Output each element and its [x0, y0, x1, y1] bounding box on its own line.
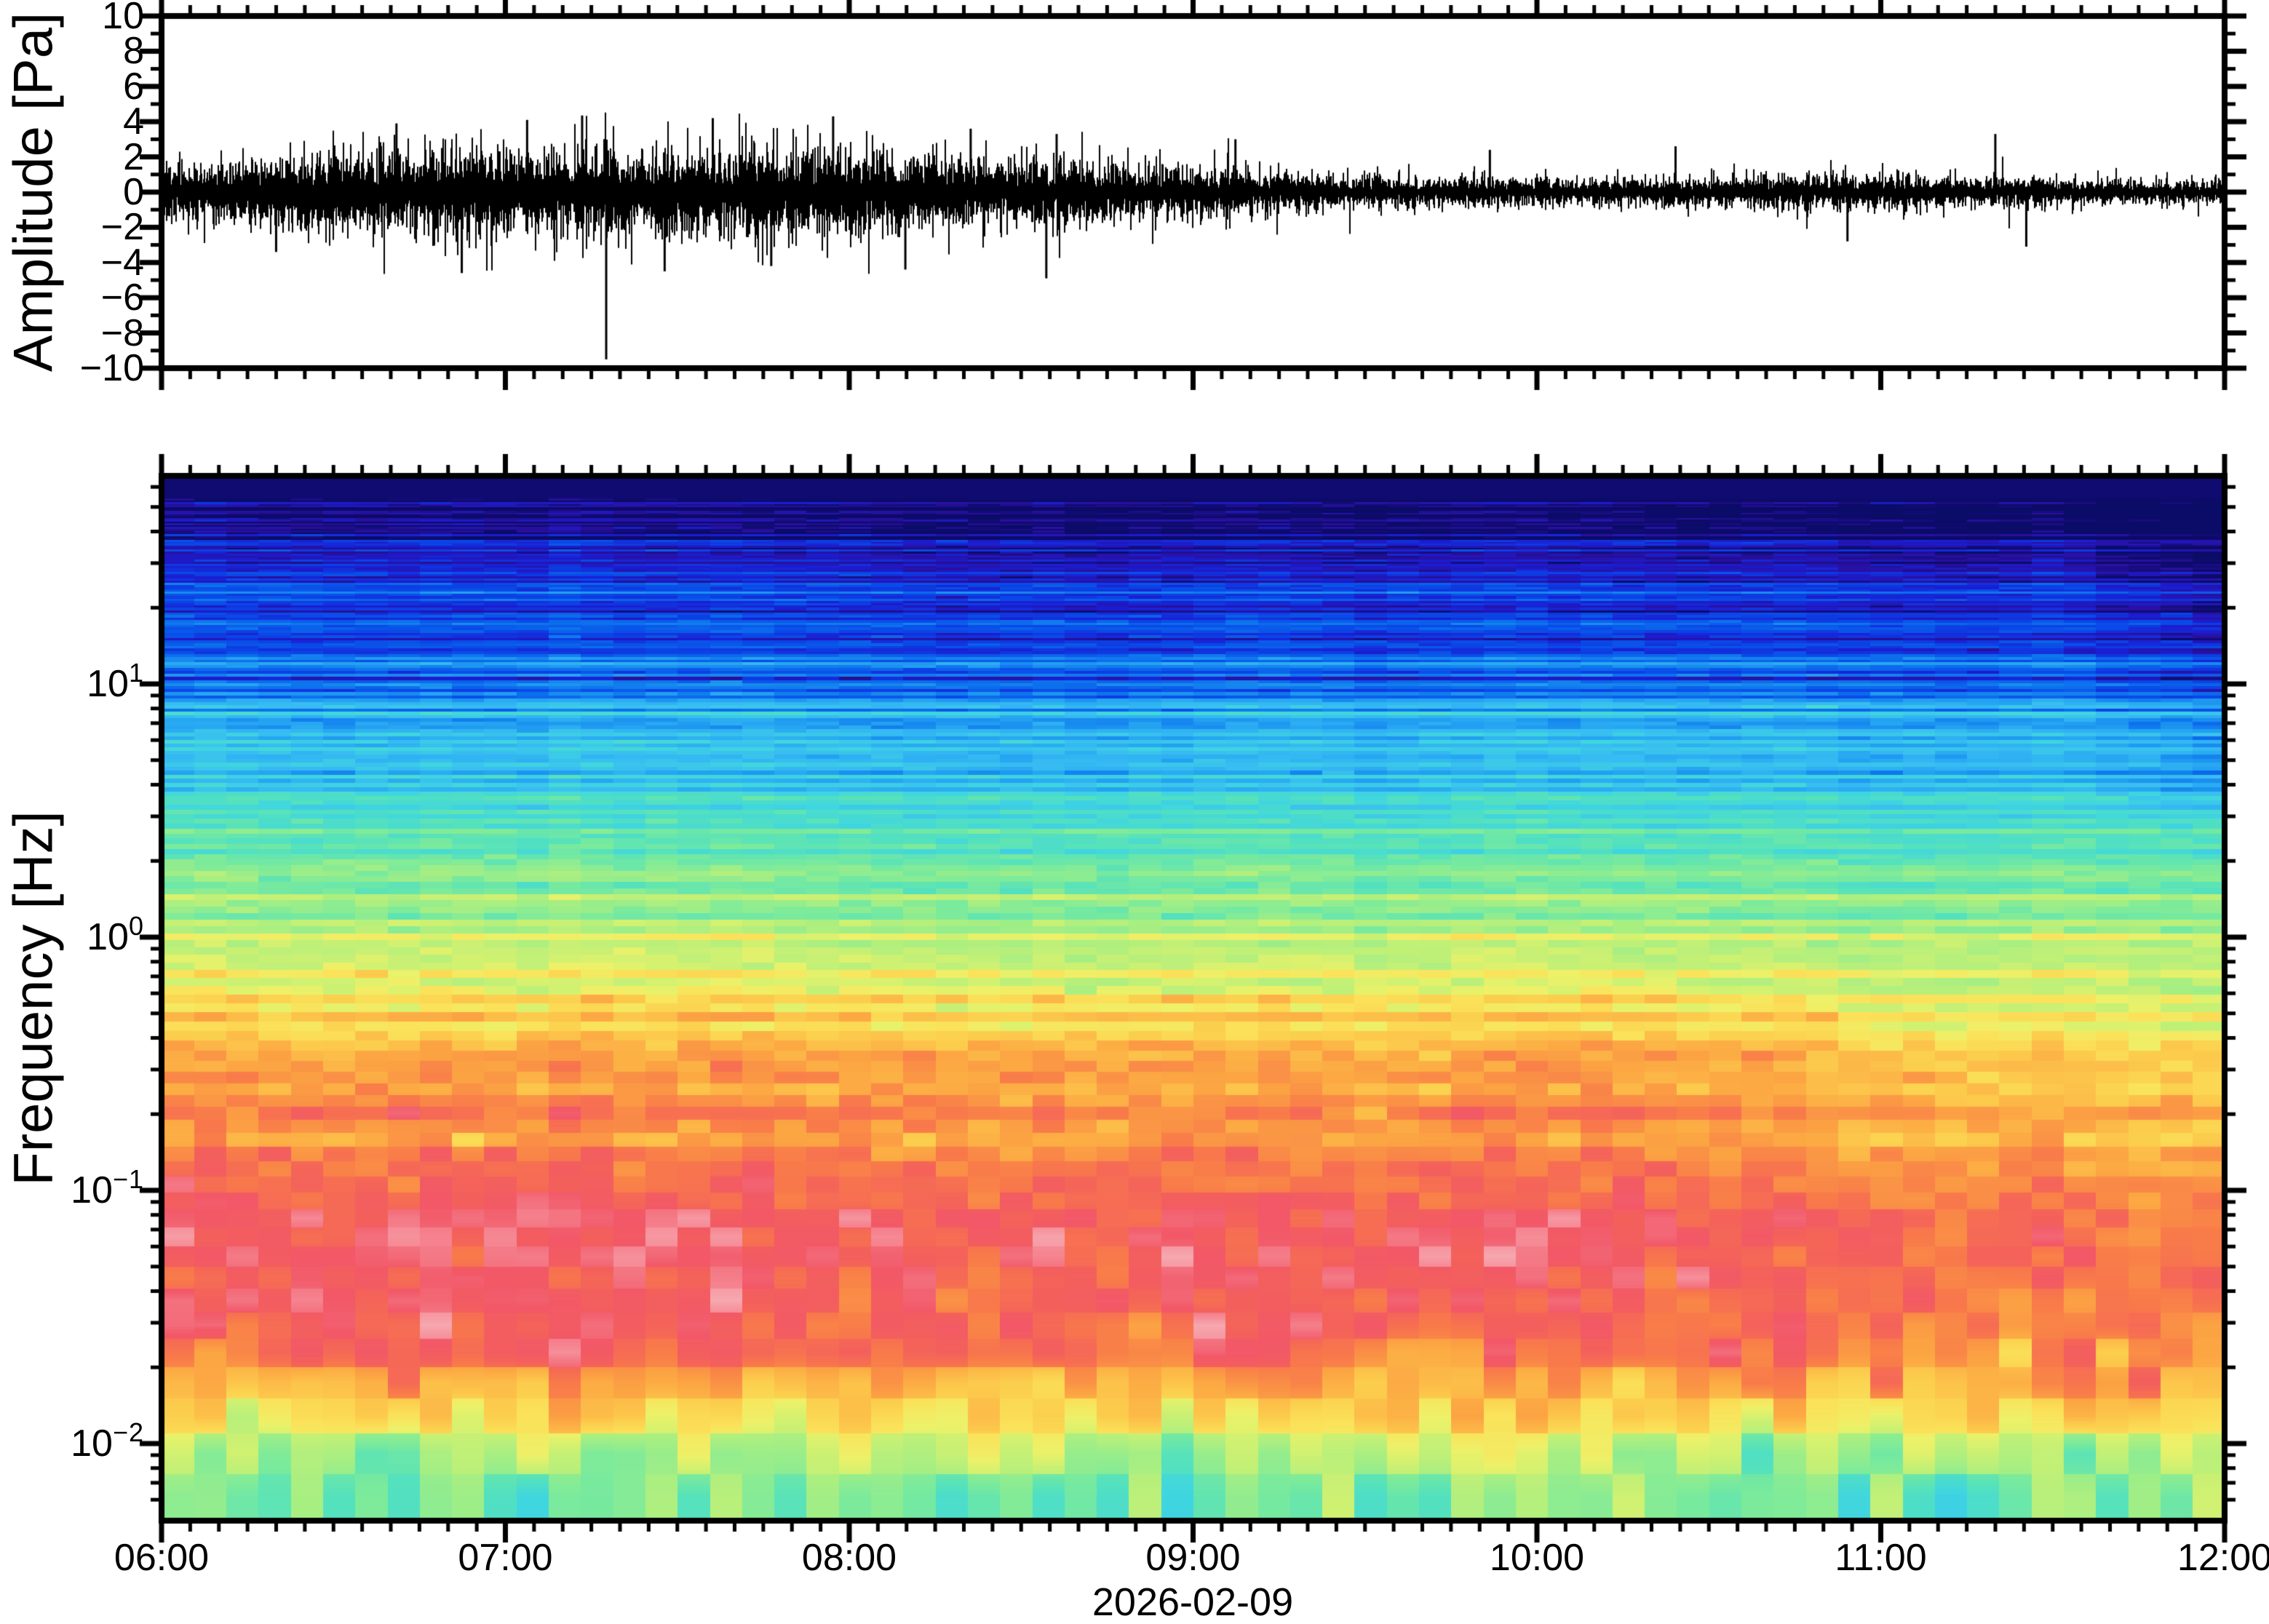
amplitude-tick-label: 6: [123, 65, 144, 108]
time-tick-label: 12:00: [2177, 1537, 2269, 1579]
frequency-tick-label: 100: [87, 911, 144, 958]
amplitude-tick-label: 2: [123, 135, 144, 178]
time-tick-label: 08:00: [801, 1537, 897, 1579]
time-tick-label: 09:00: [1145, 1537, 1241, 1579]
frequency-tick-label: 10−2: [71, 1417, 144, 1465]
amplitude-tick-label: −4: [100, 241, 144, 284]
time-tick-label: 06:00: [114, 1537, 210, 1579]
amplitude-tick-label: 4: [123, 100, 144, 143]
spectrogram-ylabel: Frequency [Hz]: [2, 811, 65, 1186]
amplitude-tick-label: −10: [79, 347, 144, 389]
time-tick-label: 10:00: [1489, 1537, 1585, 1579]
amplitude-tick-label: −8: [100, 311, 144, 354]
time-tick-label: 07:00: [458, 1537, 553, 1579]
amplitude-tick-label: 8: [123, 30, 144, 73]
time-tick-label: 11:00: [1835, 1537, 1927, 1579]
amplitude-tick-label: 10: [102, 0, 144, 37]
amplitude-tick-label: 0: [123, 171, 144, 213]
frequency-tick-label: 10−1: [71, 1164, 144, 1211]
date-label: 2026-02-09: [1092, 1580, 1294, 1624]
amplitude-tick-label: −2: [100, 206, 144, 249]
frequency-tick-label: 101: [87, 658, 144, 705]
amplitude-tick-label: −6: [100, 276, 144, 319]
